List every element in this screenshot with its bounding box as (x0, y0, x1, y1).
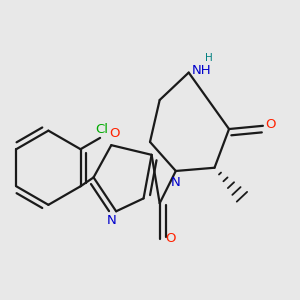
Text: N: N (106, 214, 116, 227)
Text: NH: NH (192, 64, 212, 76)
Text: Cl: Cl (95, 123, 108, 136)
Text: O: O (165, 232, 175, 245)
Text: O: O (109, 128, 120, 140)
Text: H: H (205, 53, 213, 63)
Text: N: N (171, 176, 181, 189)
Text: O: O (266, 118, 276, 131)
